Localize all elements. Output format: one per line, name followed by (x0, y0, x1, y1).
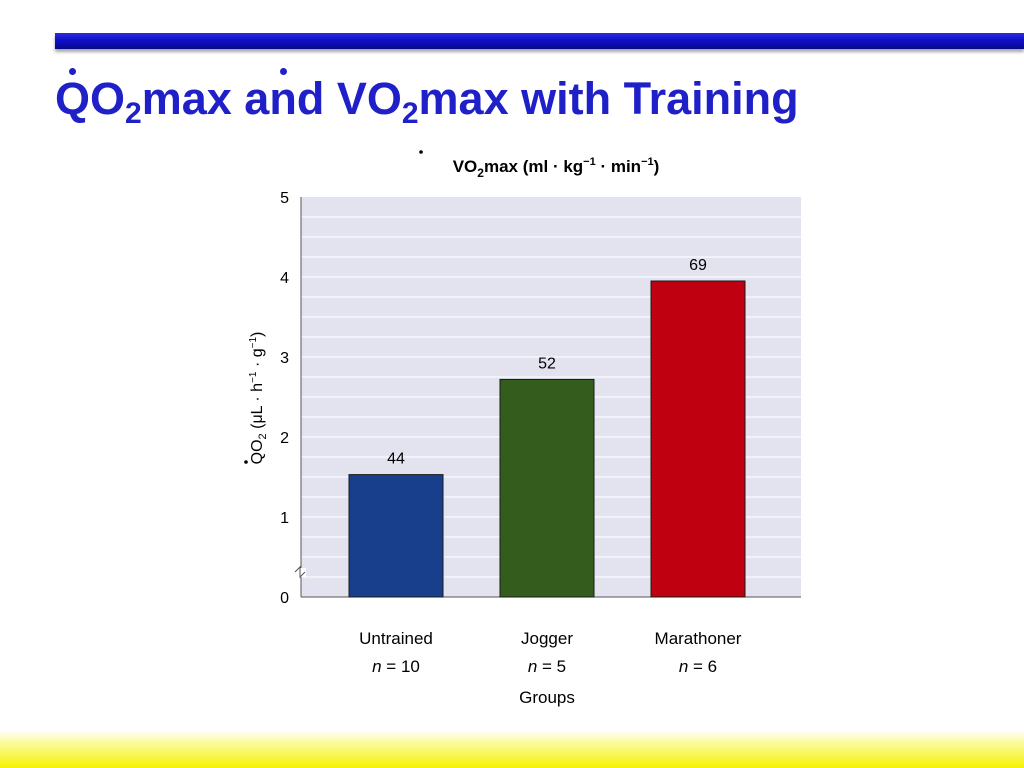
chart-title-v-dot: V (453, 157, 465, 176)
y-tick-label: 2 (280, 430, 289, 447)
bottom-gradient-band (0, 730, 1024, 768)
y-label-dot (244, 460, 248, 464)
chart-title-units: max (ml · kg (484, 157, 583, 176)
y-axis-label: QO2 (μL · h−1 · g−1) (248, 332, 269, 465)
sample-size-value: = 10 (382, 657, 420, 676)
y-tick-label: 4 (280, 270, 289, 287)
chart-title: VO2max (ml · kg−1 · min−1) (453, 156, 660, 180)
chart-title-dot (419, 150, 423, 154)
y-tick-label: 1 (280, 510, 289, 527)
sample-size-value: = 6 (688, 657, 717, 676)
x-tick-label: Marathoner (655, 629, 742, 648)
title-rule-bar (55, 33, 1024, 49)
title-subscript-1: 2 (125, 97, 142, 130)
chart-title-sup-1: −1 (583, 156, 596, 168)
title-end: max with Training (418, 73, 799, 124)
sample-size-label: n = 10 (372, 657, 420, 676)
y-label-sup-1: −1 (248, 371, 259, 383)
title-q-dot: Q (55, 64, 90, 134)
y-label-o: O (249, 439, 266, 451)
sample-size-variable: n (528, 657, 537, 676)
y-label-sub: 2 (257, 433, 269, 439)
data-label: 69 (689, 257, 707, 274)
chart-title-units-2: · min (596, 157, 641, 176)
bar-jogger (499, 378, 595, 598)
chart-title-sub: 2 (477, 166, 484, 180)
y-tick-label: 0 (280, 590, 289, 607)
y-label-units-2: · g (249, 348, 266, 371)
sample-size-variable: n (372, 657, 381, 676)
y-tick-label: 3 (280, 350, 289, 367)
chart-title-close: ) (654, 157, 660, 176)
sample-size-label: n = 6 (679, 657, 717, 676)
y-label-close: ) (249, 332, 266, 337)
data-label: 44 (387, 451, 405, 468)
title-d: d V (296, 73, 367, 124)
title-o1: O (90, 73, 126, 124)
title-subscript-2: 2 (401, 97, 419, 130)
chart-title-o: O (464, 157, 477, 176)
y-label-units: (μL · h (249, 383, 266, 433)
y-tick-label: 5 (280, 190, 289, 207)
sample-size-value: = 5 (537, 657, 566, 676)
x-tick-label: Untrained (359, 629, 433, 648)
y-label-q: Q (249, 452, 266, 464)
title-mid: max a (141, 73, 270, 124)
bar-marathoner (650, 280, 746, 598)
sample-size-label: n = 5 (528, 657, 566, 676)
axis-break-gap (296, 568, 306, 577)
slide-title: QO2max and VO2max with Training (55, 64, 799, 134)
data-label: 52 (538, 355, 556, 372)
sample-size-variable: n (679, 657, 688, 676)
axis-break-mark (294, 565, 306, 579)
y-axis-label-group: QO2 (μL · h−1 · g−1) (244, 332, 269, 465)
title-n-dot: n (269, 64, 297, 134)
x-tick-label: Jogger (521, 629, 573, 648)
y-label-sup-2: −1 (248, 337, 259, 349)
x-axis-label: Groups (519, 688, 575, 707)
chart-title-sup-2: −1 (641, 156, 654, 168)
bar-untrained (348, 474, 444, 598)
title-o2: O (366, 73, 402, 124)
